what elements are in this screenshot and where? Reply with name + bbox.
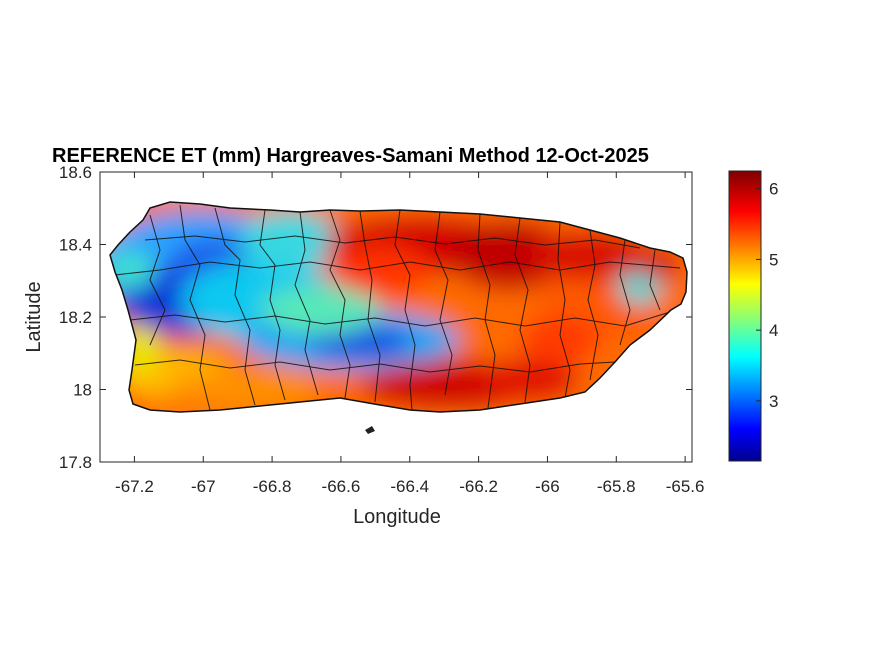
colorbar-tick-label: 5 <box>769 250 778 269</box>
puerto-rico-map <box>110 202 687 412</box>
y-tick-label: 18.6 <box>59 163 92 182</box>
colorbar <box>728 170 762 462</box>
y-tick-label: 18.2 <box>59 308 92 327</box>
x-tick-label: -66.6 <box>322 477 361 496</box>
island-coastline <box>109 201 688 413</box>
x-tick-label: -65.6 <box>666 477 705 496</box>
islet <box>365 426 375 434</box>
y-axis-ticks: 18.6 18.4 18.2 18 17.8 <box>59 163 692 472</box>
x-axis-label: Longitude <box>353 506 441 528</box>
colorbar-tick-label: 6 <box>769 180 778 199</box>
y-tick-label: 18.4 <box>59 236 92 255</box>
x-tick-label: -65.8 <box>597 477 636 496</box>
colorbar-ticks: 6 5 4 3 <box>756 180 778 411</box>
y-tick-label: 17.8 <box>59 453 92 472</box>
x-tick-label: -66.4 <box>390 477 429 496</box>
x-axis-ticks: -67.2 -67 -66.8 -66.6 -66.4 -66.2 -66 -65.8 -65.… <box>115 172 704 496</box>
x-tick-label: -66.2 <box>459 477 498 496</box>
colorbar-tick-label: 3 <box>769 392 778 411</box>
colorbar-tick-label: 4 <box>769 321 778 340</box>
x-tick-label: -66.8 <box>253 477 292 496</box>
x-tick-label: -67.2 <box>115 477 154 496</box>
y-tick-label: 18 <box>73 381 92 400</box>
y-axis-label: Latitude <box>23 281 45 352</box>
figure-title: REFERENCE ET (mm) Hargreaves-Samani Meth… <box>52 145 649 167</box>
x-tick-label: -67 <box>191 477 216 496</box>
x-tick-label: -66 <box>535 477 560 496</box>
